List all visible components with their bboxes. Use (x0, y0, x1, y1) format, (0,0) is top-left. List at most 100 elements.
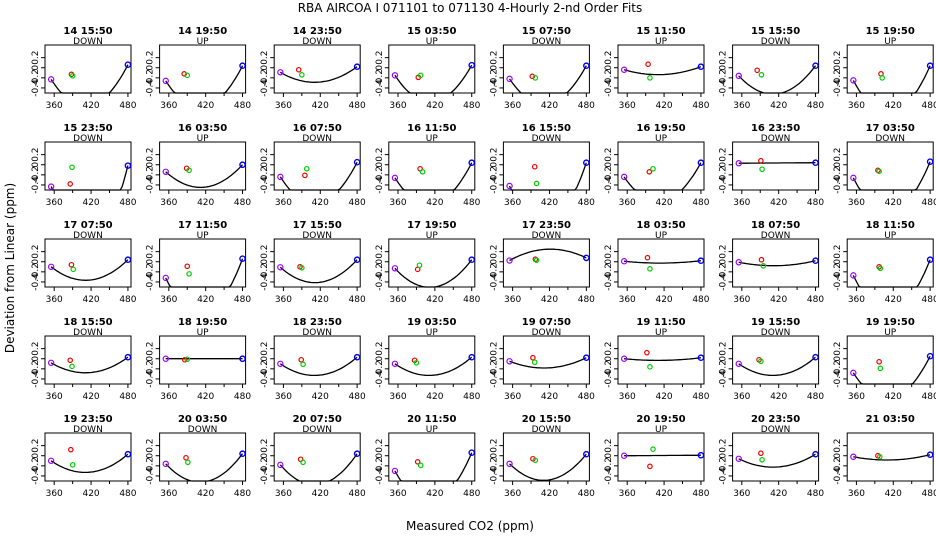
fit-curve (508, 65, 587, 94)
x-tick-label: 480 (807, 295, 824, 305)
y-tick-label: -0.2 (604, 166, 614, 184)
x-tick-label: 420 (770, 295, 787, 305)
y-tick-label: 0 (489, 162, 499, 168)
fit-curve (624, 260, 701, 264)
y-tick-label: 0 (833, 356, 843, 362)
cal-point-high (926, 62, 934, 70)
fit-curve (738, 162, 816, 164)
y-tick-label: 0.2 (719, 438, 729, 452)
panel-frame (388, 44, 476, 94)
panel-frame (617, 141, 705, 191)
panel-title: 21 03:50 (866, 414, 915, 425)
x-tick-label: 360 (389, 392, 406, 402)
y-tick-label: -0.2 (31, 360, 41, 378)
y-tick-label: 0 (489, 259, 499, 265)
y-tick-label: 0 (260, 162, 270, 168)
y-tick-label: -0.4 (719, 370, 729, 388)
panel-mode-label: UP (197, 328, 210, 338)
x-tick-label: 480 (578, 198, 595, 208)
y-tick-label: -0.2 (489, 69, 499, 87)
panel-mode-label: UP (197, 134, 210, 144)
y-tick-label: -0.2 (719, 69, 729, 87)
cal-point-low (735, 160, 742, 167)
cal-point-low (620, 452, 628, 459)
y-tick-label: -0.4 (146, 176, 156, 194)
y-tick-label: -0.2 (833, 457, 843, 475)
x-tick-label: 360 (389, 295, 406, 305)
x-tick-label: 360 (733, 198, 750, 208)
target-point-green (417, 462, 424, 469)
cal-point-high (812, 450, 819, 458)
y-tick-label: -0.2 (489, 166, 499, 184)
panel-mode-label: UP (197, 37, 210, 47)
y-tick-label: 0 (146, 162, 156, 168)
y-tick-label: -0.2 (719, 457, 729, 475)
cal-point-low (391, 467, 399, 475)
y-tick-label: -0.2 (604, 263, 614, 281)
cal-point-low (620, 355, 628, 362)
target-point-green (417, 72, 424, 79)
x-tick-label: 420 (770, 489, 787, 499)
fit-curve (394, 162, 473, 191)
y-tick-label: -0.2 (489, 457, 499, 475)
cal-point-high (583, 62, 590, 70)
target-point-red (645, 61, 651, 67)
x-tick-label: 420 (426, 198, 443, 208)
x-tick-label: 420 (312, 392, 329, 402)
panel-title: 18 23:50 (293, 317, 342, 328)
panel-mode-label: DOWN (302, 328, 332, 338)
panel-title: 14 19:50 (178, 26, 227, 37)
panel-title: 15 11:50 (636, 26, 685, 37)
y-tick-label: 0 (375, 65, 385, 71)
x-tick-label: 420 (655, 489, 672, 499)
fit-curve (279, 356, 358, 377)
x-tick-label: 360 (504, 101, 521, 111)
x-tick-label: 360 (275, 198, 292, 208)
y-tick-label: -0.4 (489, 467, 499, 485)
panel-frame (388, 335, 476, 385)
target-point-green (759, 166, 765, 173)
x-tick-label: 480 (922, 101, 936, 111)
y-tick-label: 0 (260, 453, 270, 459)
panel-title: 15 23:50 (63, 123, 112, 134)
target-point-green (299, 264, 305, 271)
cal-point-low (162, 355, 169, 362)
x-tick-label: 420 (885, 295, 902, 305)
fit-curve (852, 65, 931, 94)
y-tick-label: 0 (260, 65, 270, 71)
y-tick-label: 0.2 (604, 50, 614, 64)
y-tick-label: -0.4 (833, 273, 843, 291)
target-point-red (646, 169, 653, 175)
cal-point-high (468, 449, 476, 457)
y-tick-label: -0.4 (31, 176, 41, 194)
y-tick-label: -0.4 (375, 467, 385, 485)
y-tick-label: 0 (719, 162, 729, 168)
y-tick-label: 0 (604, 453, 614, 459)
x-tick-label: 480 (463, 295, 480, 305)
panel-mode-label: UP (655, 231, 668, 241)
y-tick-label: 0.2 (31, 438, 41, 452)
y-tick-label: 0.2 (489, 438, 499, 452)
x-tick-label: 420 (885, 198, 902, 208)
y-tick-label: -0.4 (375, 176, 385, 194)
cal-point-high (697, 354, 705, 362)
fit-curve (508, 162, 587, 191)
cal-point-low (506, 358, 513, 365)
panel-title: 17 03:50 (866, 123, 915, 134)
y-tick-label: 0 (719, 65, 729, 71)
target-point-green (416, 262, 423, 269)
y-tick-label: -0.2 (375, 69, 385, 87)
y-tick-label: -0.4 (719, 79, 729, 97)
panel-mode-label: UP (426, 425, 439, 435)
y-tick-label: -0.4 (146, 370, 156, 388)
fit-curve (738, 260, 816, 267)
